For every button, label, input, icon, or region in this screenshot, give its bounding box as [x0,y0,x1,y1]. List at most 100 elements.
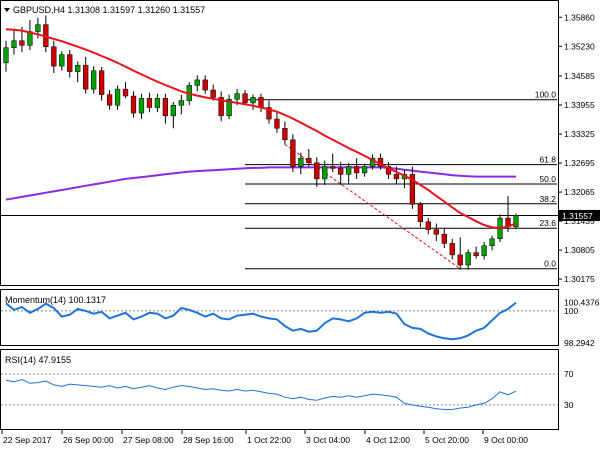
candle [194,75,200,92]
sma-slow-line [5,166,516,201]
candle-body [298,157,304,167]
fib-level-label: 23.6 [539,218,556,228]
rsi-panel [0,349,559,430]
current-price-label: 1.31557 [562,211,593,221]
candle-body [202,79,208,91]
candle [330,153,336,173]
candle-body [433,229,439,235]
sma-fast-line [5,28,517,230]
candle [338,161,344,185]
fib-level-label: 100.0 [535,90,557,100]
candle-body [250,97,256,104]
y-tick-label: 1.30175 [564,274,595,284]
candle [409,166,416,209]
candle [11,29,17,55]
time-axis: 22 Sep 2017 26 Sep 00:00 27 Sep 08:00 28 Se… [1,430,528,445]
current-price-tag: 1.31557 [559,209,600,221]
candle-body [178,100,184,106]
candle-body [3,47,9,64]
candle [417,201,424,228]
candle [130,91,137,118]
candle [457,237,463,270]
candle [91,66,97,94]
candle [322,160,328,185]
candle [473,246,479,259]
candle-body [322,166,328,180]
y-tick-label: 100.4376 [564,298,600,308]
rsi-header: RSI(14) 47.9155 [5,355,71,365]
rsi-y-axis: 70 30 [564,369,574,410]
rsi-line [5,378,517,410]
candle [393,166,400,184]
y-tick-label: 1.35860 [564,12,595,22]
candle-body [513,215,519,228]
candle-body [266,107,272,120]
candle-body [130,95,137,114]
candle-body [218,97,224,117]
candle-body [258,97,264,108]
candle-body [67,54,73,72]
candle [106,90,113,110]
y-tick-label: 1.34585 [564,71,595,81]
fib-level-label: 61.8 [539,155,556,165]
candle [3,40,9,72]
price-y-axis: 1.35860 1.35230 1.34585 1.33955 1.33325 1.326… [558,12,595,284]
candle-body [234,93,240,100]
candle [290,134,296,173]
candle-body [59,54,65,67]
y-tick-label: 1.33325 [564,129,595,139]
candle [122,82,129,99]
y-tick-label: 1.35230 [564,41,595,51]
candle [433,223,439,242]
candle [146,92,153,113]
candle [226,94,232,120]
candle-body [425,221,431,230]
candle [274,111,280,133]
candle-body [91,70,97,90]
price-panel [0,0,559,286]
candle [449,238,455,260]
y-tick-label: 1.32065 [564,187,595,197]
symbol-header: GBPUSD,H4 1.31308 1.31597 1.31260 1.3155… [13,5,205,15]
candle-body [146,98,153,108]
candle-body [11,40,17,48]
candle-body [481,245,487,257]
dropdown-triangle-icon[interactable] [4,8,10,12]
y-tick-label: 1.30805 [564,245,595,255]
candle [242,90,248,106]
x-tick-label: 28 Sep 16:00 [183,435,234,445]
candle [250,94,256,110]
candle-body [489,238,495,246]
candle-body [457,254,463,266]
candle [98,67,105,101]
candle-body [330,166,336,169]
candle-body [35,24,41,32]
x-tick-label: 22 Sep 2017 [3,435,51,445]
x-tick-label: 3 Oct 04:00 [306,435,350,445]
rsi-series [1,373,558,410]
candle [314,157,320,187]
candle-body [75,64,81,72]
candle [202,75,208,94]
fib-level-label: 0.0 [544,259,556,269]
candle [465,249,471,270]
candle-body [83,64,89,90]
fib-level-label: 50.0 [539,174,556,184]
candle [298,152,304,175]
x-tick-label: 5 Oct 20:00 [425,435,469,445]
candle-body [242,93,248,104]
momentum-series [1,301,558,341]
candle-body [393,174,400,180]
candle-body [98,70,105,95]
candle [178,94,184,115]
candle-body [465,252,471,266]
y-tick-label: 30 [564,400,574,410]
candle [441,228,447,248]
x-tick-label: 1 Oct 22:00 [247,435,291,445]
candle-body [226,99,232,117]
candle-body [114,88,121,106]
candle [353,158,360,179]
candle-body [290,139,296,167]
fib-level-label: 38.2 [539,194,556,204]
